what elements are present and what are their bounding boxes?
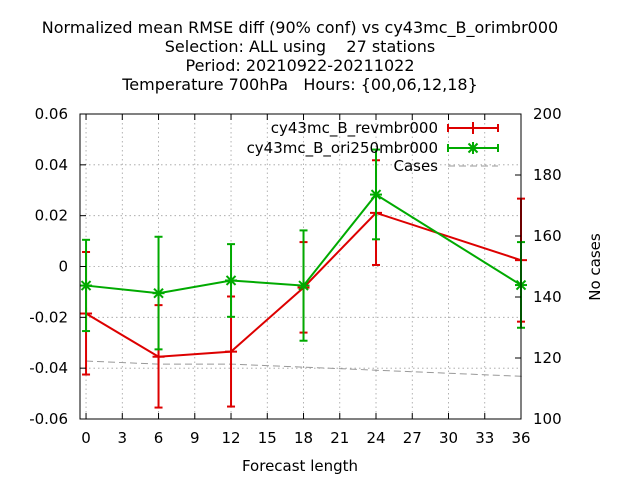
legend-label-cy43mc-b-revmbr000: cy43mc_B_revmbr000: [271, 119, 438, 138]
legend-label-cy43mc-b-ori250mbr000: cy43mc_B_ori250mbr000: [247, 139, 438, 158]
x-tick-label: 15: [258, 429, 277, 447]
x-tick-label: 0: [81, 429, 91, 447]
y2-tick-label: 180: [533, 166, 562, 184]
x-tick-label: 12: [221, 429, 240, 447]
title-line-3: Period: 20210922-20211022: [185, 56, 414, 75]
legend-label-cases: Cases: [393, 157, 438, 175]
title-line-4: Temperature 700hPa Hours: {00,06,12,18}: [121, 75, 478, 94]
legend: cy43mc_B_revmbr000cy43mc_B_ori250mbr000C…: [247, 119, 499, 175]
y2-tick-label: 100: [533, 410, 562, 428]
data-point: [225, 274, 238, 287]
x-axis-label: Forecast length: [242, 457, 358, 475]
x-tick-label: 18: [294, 429, 313, 447]
x-tick-label: 9: [190, 429, 200, 447]
data-point: [370, 188, 383, 201]
x-tick-label: 30: [439, 429, 458, 447]
data-series: [80, 148, 527, 409]
x-tick-label: 27: [403, 429, 422, 447]
series-line-cy43mc-b-ori250mbr000: [85, 193, 522, 295]
y-tick-label: 0.06: [35, 105, 68, 123]
x-tick-label: 24: [366, 429, 385, 447]
y2-tick-label: 200: [533, 105, 562, 123]
marker-stroke: [80, 280, 92, 291]
x-tick-label: 36: [511, 429, 530, 447]
y-tick-label: -0.04: [29, 359, 68, 377]
series-cy43mc-b-ori250mbr000: [80, 148, 527, 351]
data-point: [152, 287, 165, 300]
marker-stroke: [153, 287, 164, 299]
marker-stroke: [298, 280, 309, 291]
axis-ticks: 0 3 6 9 12 15 18 21 24 27 30 33 36-0.06-0.04-0.0200.…: [29, 105, 561, 447]
cases-point: [302, 366, 305, 368]
series-line-cases: [86, 360, 522, 377]
title-line-1: Normalized mean RMSE diff (90% conf) vs …: [42, 18, 558, 38]
data-point: [152, 350, 165, 363]
series-line-cy43mc-b-revmbr000: [85, 211, 522, 358]
y2-tick-label: 120: [533, 349, 562, 367]
x-tick-label: 21: [330, 429, 349, 447]
chart-title: Normalized mean RMSE diff (90% conf) vs …: [42, 18, 558, 94]
y-tick-label: -0.02: [29, 308, 68, 326]
marker-stroke: [370, 189, 382, 200]
title-line-2: Selection: ALL using 27 stations: [165, 37, 435, 56]
x-tick-label: 6: [154, 429, 164, 447]
marker-stroke: [225, 275, 237, 286]
x-tick-label: 3: [118, 429, 128, 447]
y-tick-label: 0: [58, 258, 68, 276]
grid: [80, 114, 521, 419]
y2-tick-label: 160: [533, 227, 562, 245]
y2-tick-label: 140: [533, 288, 562, 306]
y2-axis-label: No cases: [586, 233, 604, 301]
data-point: [80, 279, 93, 292]
y-tick-label: 0.04: [35, 156, 68, 174]
x-tick-label: 33: [475, 429, 494, 447]
y-tick-label: 0.02: [35, 207, 68, 225]
legend-marker: [467, 142, 479, 154]
legend-marker: [467, 122, 479, 134]
y-tick-label: -0.06: [29, 410, 68, 428]
data-point: [297, 279, 310, 292]
data-point: [225, 345, 238, 358]
cases-point: [375, 369, 377, 372]
marker-stroke: [467, 142, 479, 154]
